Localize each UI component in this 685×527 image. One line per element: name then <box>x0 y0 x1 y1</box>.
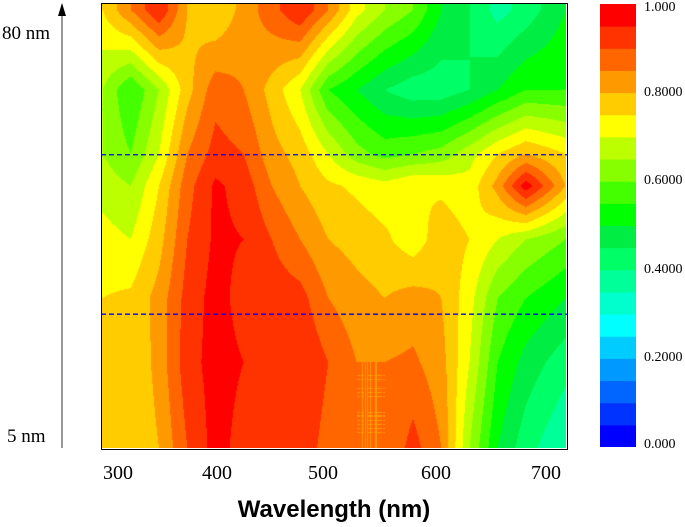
colorbar-band <box>600 358 636 382</box>
x-axis-label: Wavelength (nm) <box>237 496 431 523</box>
colorbar-band <box>600 136 636 160</box>
x-tick-300: 300 <box>103 462 133 484</box>
colorbar-band <box>600 314 636 337</box>
colorbar-band <box>600 247 636 271</box>
colorbar-band <box>600 291 636 315</box>
x-tick-600: 600 <box>421 462 451 484</box>
colorbar-band <box>600 48 636 71</box>
colorbar-tick-label: 0.6000 <box>644 173 683 189</box>
heatmap-plot-area <box>101 3 568 450</box>
colorbar-band <box>600 402 636 426</box>
colorbar-tick-label: 0.4000 <box>644 261 683 277</box>
colorbar-band <box>600 269 636 293</box>
colorbar-band <box>600 181 636 204</box>
colorbar-tick-label: 0.2000 <box>644 350 683 366</box>
colorbar-band <box>600 380 636 404</box>
colorbar-band <box>600 70 636 94</box>
y-tick-label-80: 80 nm <box>2 23 51 44</box>
colorbar-tick-label: 0.8000 <box>644 84 683 100</box>
heatmap-contour-fill <box>102 4 566 448</box>
dashed-lines-layer <box>101 154 568 315</box>
x-tick-500: 500 <box>308 462 338 484</box>
colorbar-band <box>600 4 636 27</box>
colorbar-band <box>600 203 636 226</box>
colorbar-band <box>600 225 636 249</box>
colorbar-band <box>600 92 636 116</box>
colorbar-band <box>600 424 636 447</box>
colorbar-band <box>600 159 636 182</box>
colorbar-tick-label: 0.000 <box>644 437 676 452</box>
colorbar <box>600 4 636 447</box>
colorbar-band <box>600 26 636 49</box>
x-tick-400: 400 <box>202 462 232 484</box>
y-tick-label-5: 5 nm <box>7 426 46 447</box>
colorbar-tick-label: 1.000 <box>644 0 676 15</box>
x-tick-700: 700 <box>531 462 561 484</box>
colorbar-band <box>600 114 636 138</box>
colorbar-band <box>600 336 636 359</box>
